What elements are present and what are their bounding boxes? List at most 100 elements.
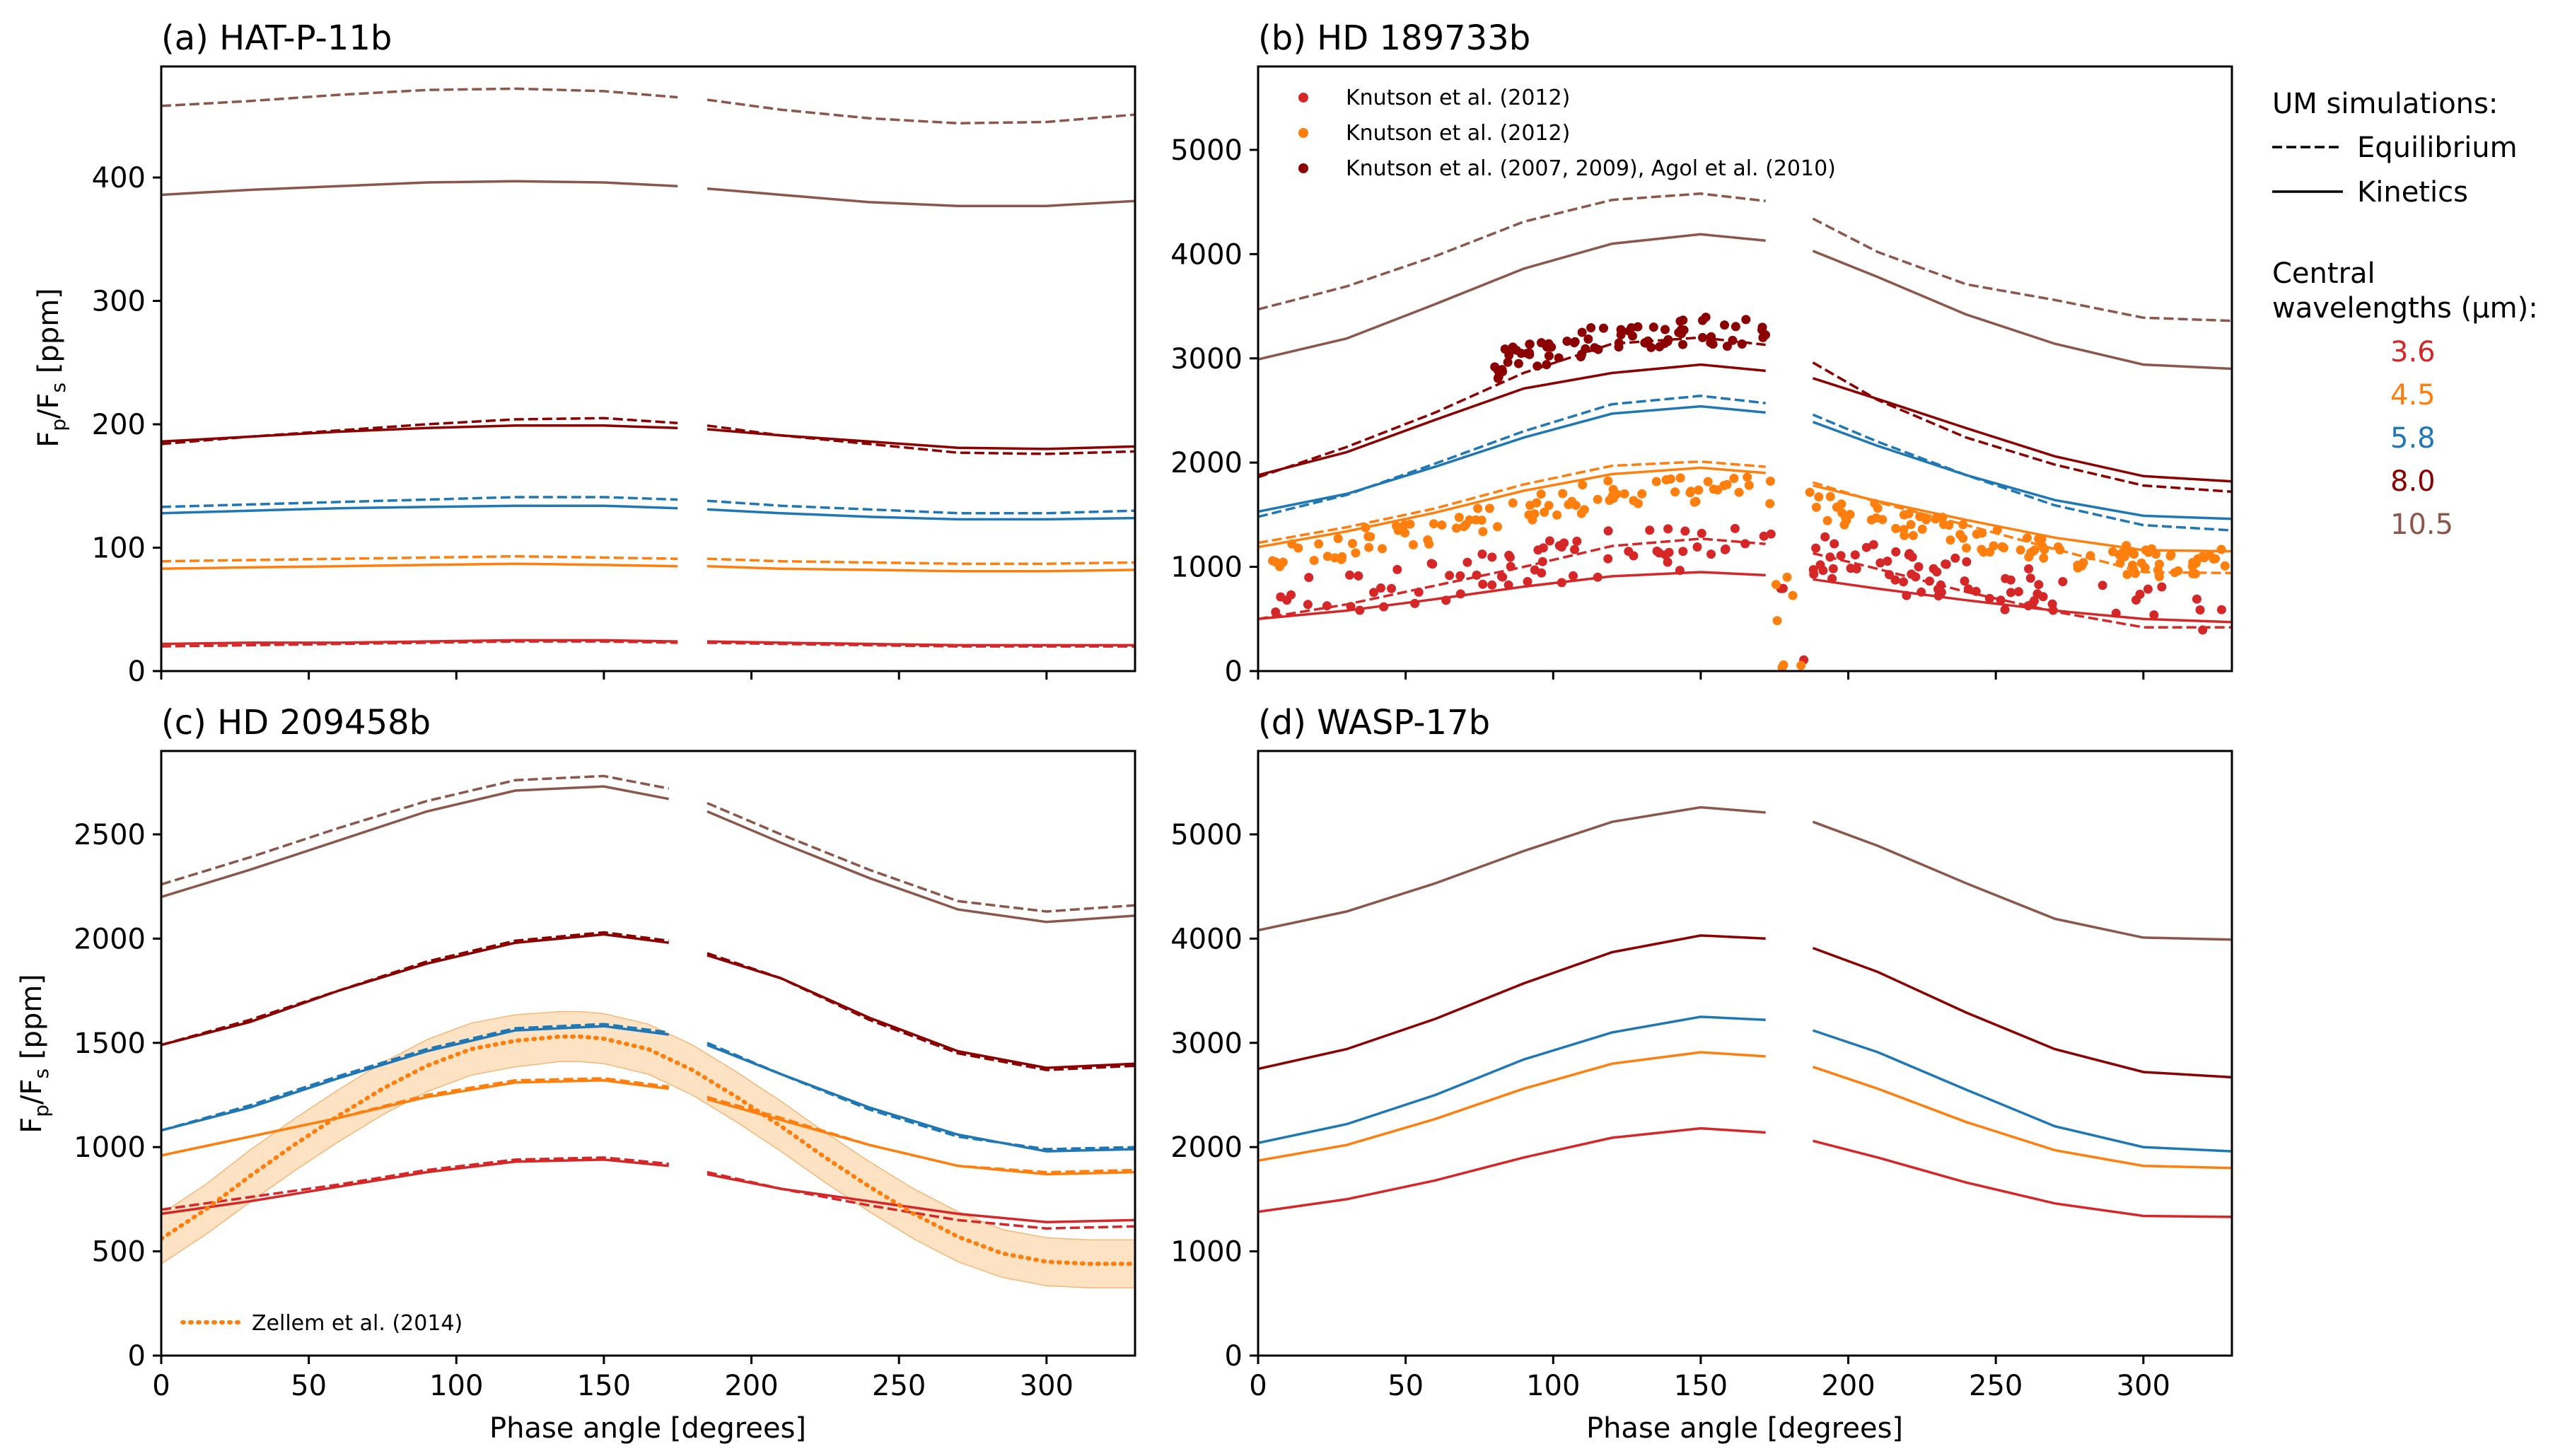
obs-point-3.6 [1697,528,1706,538]
obs-point-4.5 [2086,551,2095,561]
legend-wl-3.6: 3.6 [2390,336,2436,368]
obs-legend-label-8.0: Knutson et al. (2007, 2009), Agol et al.… [1346,156,1836,181]
obs-point-3.6 [1496,571,1506,581]
series-kinetics-8.0-seg2 [706,428,1135,450]
series-kinetics-5.8-seg1 [161,1025,669,1132]
obs-point-4.5 [1633,499,1643,508]
xtick-label: 50 [291,1370,327,1402]
obs-point-3.6 [1902,590,1912,600]
obs-point-3.6 [1462,557,1472,567]
series-equilibrium-5.8-seg2 [706,499,1135,515]
obs-point-4.5 [2220,561,2230,571]
obs-point-4.5 [1845,510,1855,519]
obs-point-3.6 [1678,547,1688,557]
obs-point-4.5 [1651,477,1661,487]
series-kinetics-8.0-seg2 [1812,946,2232,1079]
zellem-legend-label: Zellem et al. (2014) [252,1311,463,1336]
obs-point-3.6 [1740,539,1750,549]
obs-point-4.5 [1782,572,1792,582]
obs-point-4.5 [2188,569,2198,578]
obs-point-4.5 [1796,660,1806,670]
obs-point-4.5 [2030,545,2040,555]
series-equilibrium-4.5-seg1 [161,554,678,563]
series-equilibrium-5.8-seg2 [1812,413,2232,532]
ytick-label: 5000 [1170,819,1243,851]
obs-point-8.0 [1720,320,1729,330]
series-kinetics-3.6-seg2 [706,640,1135,647]
obs-point-8.0 [1660,325,1670,334]
obs-point-4.5 [1314,539,1324,549]
series-equilibrium-3.6-seg2 [1813,552,2232,629]
obs-point-8.0 [1525,349,1535,359]
panel-a-ylabel: Fp/Fs [ppm] [33,288,70,448]
obs-point-4.5 [1665,474,1675,484]
ytick-label: 1000 [1170,1236,1243,1269]
obs-point-3.6 [1766,529,1776,539]
obs-point-3.6 [1911,572,1921,582]
obs-point-8.0 [1593,344,1603,354]
obs-point-4.5 [2055,545,2065,555]
obs-point-3.6 [1828,564,1838,573]
obs-point-4.5 [1765,477,1775,486]
obs-point-4.5 [1685,488,1695,498]
obs-legend-marker-8.0 [1298,163,1308,173]
obs-point-4.5 [2108,547,2117,557]
obs-point-4.5 [1603,476,1613,486]
obs-point-8.0 [1493,373,1503,383]
obs-point-8.0 [1554,353,1564,363]
obs-point-3.6 [1441,595,1451,605]
obs-point-3.6 [1652,546,1662,556]
panel-d-xlabel: Phase angle [degrees] [1586,1412,1903,1445]
obs-point-4.5 [1814,492,1824,502]
xtick-label: 100 [429,1370,483,1402]
panel-d-frame [1257,750,2233,1357]
xtick-label: 250 [1969,1370,2023,1402]
obs-point-4.5 [2166,550,2176,559]
series-equilibrium-3.6-seg1 [161,1156,669,1211]
obs-point-3.6 [1478,579,1488,589]
series-kinetics-8.0-seg2 [706,954,1135,1069]
obs-point-3.6 [2028,598,2038,608]
series-equilibrium-10.5-seg1 [1258,192,1766,311]
obs-point-3.6 [2135,589,2145,599]
panel-c-ylabel: Fp/Fs [ppm] [16,974,53,1134]
obs-point-8.0 [1728,335,1738,345]
obs-point-4.5 [1992,525,2002,535]
obs-point-4.5 [2140,563,2150,573]
xtick-label: 0 [1249,1370,1267,1402]
obs-point-4.5 [1452,523,1461,533]
obs-point-4.5 [1364,542,1374,552]
series-equilibrium-10.5-seg1 [161,87,678,107]
obs-point-3.6 [1932,567,1942,577]
obs-point-8.0 [1678,315,1688,325]
obs-point-4.5 [2122,569,2132,579]
obs-point-4.5 [1322,552,1332,561]
obs-point-3.6 [1286,590,1296,600]
panel-d-title: (d) WASP-17b [1258,703,1490,742]
obs-point-3.6 [1487,552,1497,562]
obs-point-3.6 [2149,610,2159,620]
obs-point-4.5 [1999,543,2008,553]
obs-point-3.6 [1836,551,1846,561]
obs-point-4.5 [1771,580,1781,590]
obs-point-4.5 [1743,472,1752,482]
obs-point-8.0 [1758,332,1768,342]
obs-point-4.5 [1437,520,1447,530]
obs-point-3.6 [1593,572,1603,582]
obs-point-8.0 [1628,331,1637,341]
series-kinetics-8.0-seg1 [1258,363,1766,477]
obs-point-8.0 [1641,338,1651,348]
obs-point-4.5 [1689,497,1699,507]
legend-wl-10.5: 10.5 [2390,508,2453,541]
obs-point-4.5 [1917,524,1927,534]
obs-point-4.5 [1675,473,1685,483]
obs-point-3.6 [1962,557,1972,566]
obs-point-4.5 [1670,487,1680,497]
obs-point-8.0 [1731,322,1740,332]
obs-point-4.5 [1552,510,1562,520]
obs-point-3.6 [1545,536,1554,546]
obs-point-8.0 [1532,361,1542,371]
obs-point-4.5 [1899,525,1909,535]
obs-point-3.6 [1414,587,1424,597]
